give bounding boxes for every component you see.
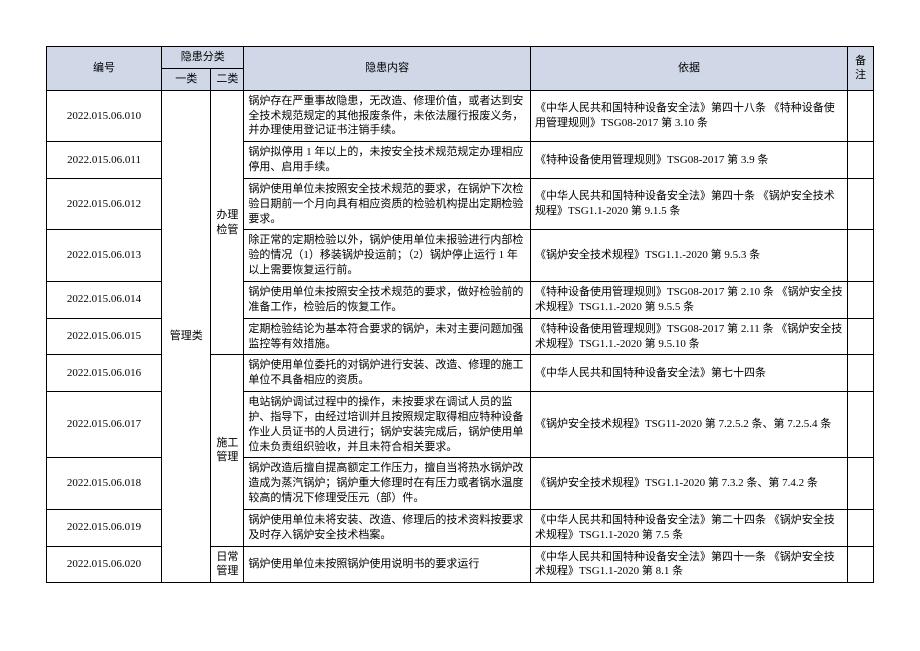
header-id: 编号 [47, 47, 162, 91]
cell-id: 2022.015.06.018 [47, 458, 162, 510]
cell-id: 2022.015.06.017 [47, 392, 162, 458]
header-basis: 依据 [530, 47, 847, 91]
cell-basis: 《锅炉安全技术规程》TSG1.1.-2020 第 9.5.3 条 [530, 230, 847, 282]
cell-content: 锅炉使用单位未按照锅炉使用说明书的要求运行 [244, 546, 531, 583]
cell-id: 2022.015.06.016 [47, 355, 162, 392]
cell-note [848, 546, 874, 583]
cell-note [848, 230, 874, 282]
cell-id: 2022.015.06.014 [47, 281, 162, 318]
cell-basis: 《锅炉安全技术规程》TSG11-2020 第 7.2.5.2 条、第 7.2.5… [530, 392, 847, 458]
header-content: 隐患内容 [244, 47, 531, 91]
cell-note [848, 318, 874, 355]
cell-id: 2022.015.06.010 [47, 90, 162, 142]
cell-basis: 《中华人民共和国特种设备安全法》第四十条 《锅炉安全技术规程》TSG1.1-20… [530, 178, 847, 230]
cell-content: 锅炉使用单位未按照安全技术规范的要求，在锅炉下次检验日期前一个月向具有相应资质的… [244, 178, 531, 230]
cell-basis: 《中华人民共和国特种设备安全法》第四十八条 《特种设备使用管理规则》TSG08-… [530, 90, 847, 142]
cell-note [848, 90, 874, 142]
cell-note [848, 178, 874, 230]
cell-note [848, 509, 874, 546]
cell-content: 除正常的定期检验以外，锅炉使用单位未报验进行内部检验的情况（1）移装锅炉投运前；… [244, 230, 531, 282]
cell-basis: 《特种设备使用管理规则》TSG08-2017 第 3.9 条 [530, 142, 847, 179]
cell-content: 锅炉改造后擅自提高额定工作压力，擅自当将热水锅炉改造成为蒸汽锅炉；锅炉重大修理时… [244, 458, 531, 510]
cell-basis: 《中华人民共和国特种设备安全法》第二十四条 《锅炉安全技术规程》TSG1.1-2… [530, 509, 847, 546]
cell-basis: 《特种设备使用管理规则》TSG08-2017 第 2.10 条 《锅炉安全技术规… [530, 281, 847, 318]
cell-note [848, 142, 874, 179]
cell-id: 2022.015.06.012 [47, 178, 162, 230]
cell-basis: 《特种设备使用管理规则》TSG08-2017 第 2.11 条 《锅炉安全技术规… [530, 318, 847, 355]
cell-note [848, 458, 874, 510]
cell-note [848, 392, 874, 458]
cell-cat2-construction: 施工管理 [211, 355, 244, 546]
table-row: 2022.015.06.010 管理类 办理检管 锅炉存在严重事故隐患，无改造、… [47, 90, 874, 142]
cell-cat1: 管理类 [162, 90, 211, 583]
cell-id: 2022.015.06.013 [47, 230, 162, 282]
header-note: 备注 [848, 47, 874, 91]
cell-content: 锅炉拟停用 1 年以上的，未按安全技术规范规定办理相应停用、启用手续。 [244, 142, 531, 179]
cell-basis: 《中华人民共和国特种设备安全法》第七十四条 [530, 355, 847, 392]
cell-content: 电站锅炉调试过程中的操作，未按要求在调试人员的监护、指导下，由经过培训并且按照规… [244, 392, 531, 458]
cell-content: 锅炉使用单位委托的对锅炉进行安装、改造、修理的施工单位不具备相应的资质。 [244, 355, 531, 392]
cell-id: 2022.015.06.019 [47, 509, 162, 546]
cell-basis: 《锅炉安全技术规程》TSG1.1-2020 第 7.3.2 条、第 7.4.2 … [530, 458, 847, 510]
cell-content: 锅炉存在严重事故隐患，无改造、修理价值，或者达到安全技术规范规定的其他报废条件，… [244, 90, 531, 142]
cell-content: 锅炉使用单位未将安装、改造、修理后的技术资料按要求及时存入锅炉安全技术档案。 [244, 509, 531, 546]
cell-id: 2022.015.06.015 [47, 318, 162, 355]
cell-id: 2022.015.06.020 [47, 546, 162, 583]
cell-content: 锅炉使用单位未按照安全技术规范的要求，做好检验前的准备工作，检验后的恢复工作。 [244, 281, 531, 318]
cell-id: 2022.015.06.011 [47, 142, 162, 179]
cell-content: 定期检验结论为基本符合要求的锅炉，未对主要问题加强监控等有效措施。 [244, 318, 531, 355]
cell-cat2-daily: 日常管理 [211, 546, 244, 583]
cell-basis: 《中华人民共和国特种设备安全法》第四十一条 《锅炉安全技术规程》TSG1.1-2… [530, 546, 847, 583]
header-cat1: 一类 [162, 68, 211, 90]
cell-note [848, 281, 874, 318]
header-category-group: 隐患分类 [162, 47, 244, 69]
hazard-table: 编号 隐患分类 隐患内容 依据 备注 一类 二类 2022.015.06.010… [46, 46, 874, 583]
header-cat2: 二类 [211, 68, 244, 90]
cell-cat2-office: 办理检管 [211, 90, 244, 355]
cell-note [848, 355, 874, 392]
